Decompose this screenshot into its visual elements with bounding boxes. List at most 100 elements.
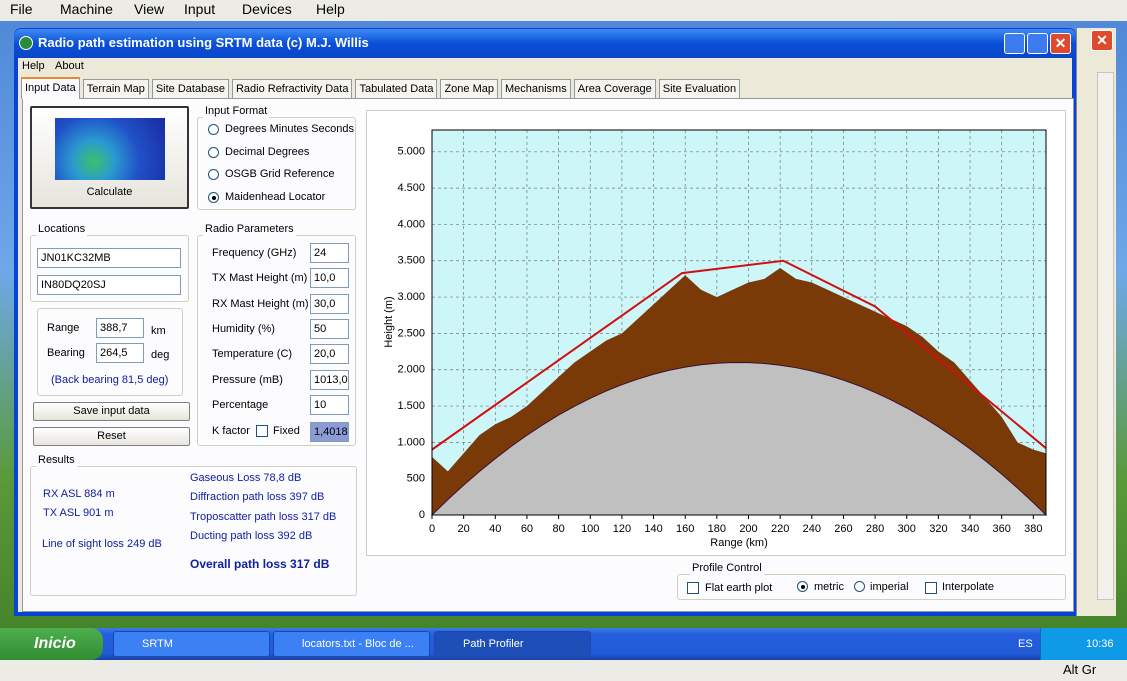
radio-button[interactable] [208,146,219,158]
text-field[interactable]: 264,5 [96,343,144,363]
map-thumbnail [55,118,165,180]
vm-menu-item[interactable]: Help [316,1,345,17]
field-label: RX Mast Height (m) [212,297,309,310]
x-tick-label: 140 [644,523,662,535]
clock: 10:36 [1086,638,1114,650]
y-tick-label: 0 [419,509,425,521]
tab[interactable]: Tabulated Data [355,79,438,98]
radio-button[interactable] [208,124,219,135]
title-bar: Radio path estimation using SRTM data (c… [14,29,1076,58]
menu-item[interactable]: About [55,60,84,72]
x-tick-label: 280 [866,523,884,535]
start-button[interactable]: Inicio [0,628,103,660]
result: RX ASL 884 m [43,488,115,500]
tab[interactable]: Mechanisms [500,79,571,98]
group-title: Results [36,453,77,467]
tab[interactable]: Area Coverage [573,79,656,98]
plot-frame [431,129,1047,516]
task-item[interactable]: Path Profiler [434,631,591,657]
menu-item[interactable]: Help [22,60,45,72]
checkbox-label: Interpolate [942,581,994,593]
radio-button[interactable] [208,169,219,181]
group-box [677,574,1066,600]
tab[interactable]: Input Data [21,77,80,99]
text-field[interactable]: 10 [310,394,349,415]
tab[interactable]: Radio Refractivity Data [231,79,353,98]
scrollbar[interactable] [1097,72,1114,600]
task-item[interactable]: locators.txt - Bloc de ... [273,631,430,657]
reset-button[interactable]: Reset [33,427,190,446]
text-field[interactable]: 20,0 [310,344,349,365]
minimize-button[interactable] [1004,33,1025,54]
radio-label: Degrees Minutes Seconds [225,123,355,135]
y-axis-label: Height (m) [383,296,395,347]
y-tick-label: 1.000 [397,436,425,448]
radio-button[interactable] [854,581,865,592]
radio-button[interactable] [797,581,808,592]
checkbox[interactable] [925,582,937,594]
task-item[interactable]: SRTM [113,631,270,657]
x-tick-label: 240 [803,523,821,535]
field-label: TX Mast Height (m) [212,272,308,285]
tab[interactable]: Site Evaluation [658,79,741,98]
result: Diffraction path loss 397 dB [190,491,325,503]
result: Line of sight loss 249 dB [42,538,162,550]
field-label: Frequency (GHz) [212,247,297,259]
k-factor-field[interactable]: 1,4018 [310,422,349,442]
field-label: K factor [212,425,250,437]
x-tick-label: 60 [521,523,533,535]
close-button[interactable]: ✕ [1050,33,1071,54]
radio-label: imperial [870,581,909,593]
field-label: Bearing [47,347,85,359]
x-axis-label: Range (km) [710,537,767,549]
vm-status-bar: Alt Gr [0,660,1127,681]
x-tick-label: 0 [429,523,435,535]
unit-label: deg [151,349,170,361]
tab[interactable]: Terrain Map [82,79,149,98]
maximize-button[interactable] [1027,33,1048,54]
back-bearing: (Back bearing 81,5 deg) [51,374,169,386]
calculate-button[interactable]: Calculate [30,106,189,209]
close-button[interactable]: ✕ [1091,30,1113,51]
field-label: Pressure (mB) [212,373,283,386]
field-label: Humidity (%) [212,322,275,335]
text-field[interactable]: JN01KC32MB [37,248,181,268]
group-title: Input Format [203,104,270,118]
checkbox[interactable] [687,582,699,594]
text-field[interactable]: 50 [310,318,349,339]
text-field[interactable]: 388,7 [96,318,144,338]
vm-menu-item[interactable]: Input [184,1,216,17]
radio-label: OSGB Grid Reference [225,168,335,181]
save-button[interactable]: Save input data [33,402,190,421]
text-field[interactable]: 30,0 [310,293,349,314]
checkbox[interactable] [256,425,268,437]
text-field[interactable]: 10,0 [310,268,349,289]
background-window: ✕ [1076,28,1116,616]
x-tick-label: 120 [613,523,631,535]
field-label: Range [47,322,80,334]
vm-menu-item[interactable]: File [10,1,33,17]
field-label: Temperature (C) [212,348,293,361]
y-tick-label: 1.500 [397,400,425,412]
x-tick-label: 160 [676,523,694,535]
group-title: Profile Control [690,561,764,575]
group-title: Radio Parameters [203,222,296,236]
vm-menu-item[interactable]: Devices [242,1,292,17]
checkbox-label: Flat earth plot [705,582,773,594]
text-field[interactable]: 1013,0 [310,369,349,390]
tab[interactable]: Site Database [151,79,229,98]
text-field[interactable]: 24 [310,243,349,263]
group-box [37,308,183,396]
tab[interactable]: Zone Map [440,79,498,98]
text-field[interactable]: IN80DQ20SJ [37,275,181,295]
vm-menu-item[interactable]: Machine [60,1,113,17]
language[interactable]: ES [1018,638,1033,650]
result: Ducting path loss 392 dB [190,530,313,542]
x-tick-label: 380 [1024,523,1042,535]
x-tick-label: 360 [993,523,1011,535]
window-title: Radio path estimation using SRTM data (c… [38,35,369,50]
vm-menu-item[interactable]: View [134,1,165,17]
result: Gaseous Loss 78,8 dB [190,472,302,484]
radio-button[interactable] [208,192,219,204]
